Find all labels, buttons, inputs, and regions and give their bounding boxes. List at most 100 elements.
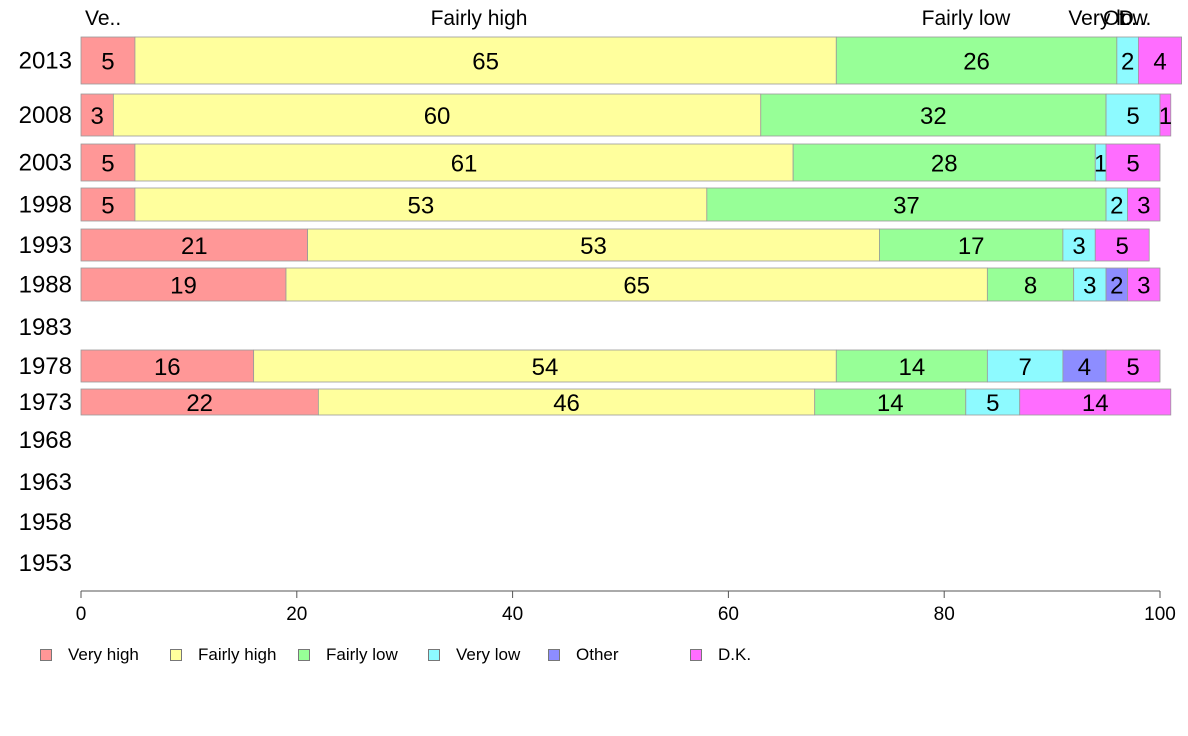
year-label: 2013 — [19, 48, 72, 75]
legend-label: Other — [576, 645, 619, 664]
bar-segment — [134, 143, 794, 182]
bar-segment — [1159, 93, 1172, 137]
bar-segment — [986, 349, 1064, 383]
bar-segment — [965, 388, 1021, 416]
bar-segment — [1062, 228, 1096, 262]
x-tick-label: 0 — [76, 604, 87, 625]
data-label: 21 — [181, 233, 208, 260]
year-label: 1978 — [19, 353, 72, 380]
top-series-label: D... — [1119, 7, 1152, 30]
data-label: 5 — [101, 151, 114, 178]
data-label: 14 — [1082, 390, 1109, 417]
data-label: 54 — [532, 354, 559, 381]
legend-label: Fairly high — [198, 645, 277, 664]
year-label: 2008 — [19, 102, 72, 129]
data-label: 2 — [1110, 193, 1123, 220]
year-label: 1963 — [19, 469, 72, 496]
bar-segment — [986, 267, 1075, 302]
data-label: 3 — [1072, 233, 1085, 260]
year-label: 1973 — [19, 389, 72, 416]
data-label: 2 — [1121, 49, 1134, 76]
bar-segment — [80, 388, 319, 416]
top-series-label: Very low — [1068, 7, 1148, 30]
year-label: 1983 — [19, 314, 72, 341]
year-label: 1988 — [19, 272, 72, 299]
data-label: 7 — [1018, 354, 1031, 381]
data-label: 3 — [91, 103, 104, 130]
data-label: 65 — [623, 273, 650, 300]
bar-segment — [1094, 228, 1150, 262]
data-label: 61 — [451, 151, 478, 178]
data-label: 17 — [958, 233, 985, 260]
bar-segment — [1105, 143, 1161, 182]
bar-segment — [1019, 388, 1172, 416]
data-label: 14 — [877, 390, 904, 417]
bar-segment — [706, 187, 1107, 222]
bar-segment — [1062, 349, 1107, 383]
bar-segment — [80, 36, 136, 85]
data-label: 3 — [1137, 193, 1150, 220]
legend-label: Fairly low — [326, 645, 398, 664]
bar-segment — [80, 228, 308, 262]
bar-segment — [80, 349, 255, 383]
data-label: 46 — [553, 390, 580, 417]
year-label: 1993 — [19, 232, 72, 259]
data-label: 19 — [170, 273, 197, 300]
x-tick-label: 40 — [502, 604, 523, 625]
legend-item: D.K. — [690, 644, 751, 666]
data-label: 53 — [408, 193, 435, 220]
legend-item: Very low — [428, 644, 520, 666]
bar-segment — [80, 143, 136, 182]
data-label: 65 — [472, 49, 499, 76]
data-label: 53 — [580, 233, 607, 260]
data-label: 5 — [1126, 354, 1139, 381]
bar-segment — [1105, 93, 1161, 137]
bar-segment — [80, 267, 287, 302]
bar-segment — [285, 267, 988, 302]
x-tick-label: 60 — [718, 604, 739, 625]
legend-label: Very low — [456, 645, 521, 664]
x-tick-label: 80 — [934, 604, 955, 625]
data-label: 32 — [920, 103, 947, 130]
data-label: 4 — [1153, 49, 1166, 76]
data-label: 16 — [154, 354, 181, 381]
data-label: 8 — [1024, 273, 1037, 300]
bar-segment — [1127, 267, 1161, 302]
legend-swatch — [170, 649, 182, 661]
bar-segment — [1105, 349, 1161, 383]
bar-segment — [134, 187, 708, 222]
data-label: 1 — [1159, 103, 1172, 130]
data-label: 4 — [1078, 354, 1091, 381]
data-label: 5 — [101, 49, 114, 76]
data-label: 5 — [1126, 103, 1139, 130]
bar-segment — [835, 349, 988, 383]
data-label: 1 — [1094, 151, 1107, 178]
legend-item: Very high — [40, 644, 139, 666]
bar-segment — [253, 349, 837, 383]
top-series-label: Fairly low — [922, 7, 1012, 30]
data-label: 14 — [898, 354, 925, 381]
bar-segment — [307, 228, 880, 262]
data-label: 5 — [101, 193, 114, 220]
legend-label: Very high — [68, 645, 139, 664]
year-label: 1998 — [19, 192, 72, 219]
legend-label: D.K. — [718, 645, 752, 664]
data-label: 22 — [186, 390, 213, 417]
data-label: 3 — [1083, 273, 1096, 300]
legend-item: Other — [548, 644, 619, 666]
top-series-label: Fairly high — [431, 7, 528, 30]
year-label: 2003 — [19, 150, 72, 177]
bar-segment — [879, 228, 1064, 262]
legend-item: Fairly high — [170, 644, 276, 666]
bar-segment — [112, 93, 762, 137]
x-tick-label: 20 — [286, 604, 307, 625]
data-label: 5 — [986, 390, 999, 417]
data-label: 28 — [931, 151, 958, 178]
x-tick-label: 100 — [1144, 604, 1176, 625]
legend-swatch — [548, 649, 560, 661]
data-label: 5 — [1116, 233, 1129, 260]
legend-item: Fairly low — [298, 644, 398, 666]
bar-segment — [835, 36, 1118, 85]
year-label: 1953 — [19, 550, 72, 577]
